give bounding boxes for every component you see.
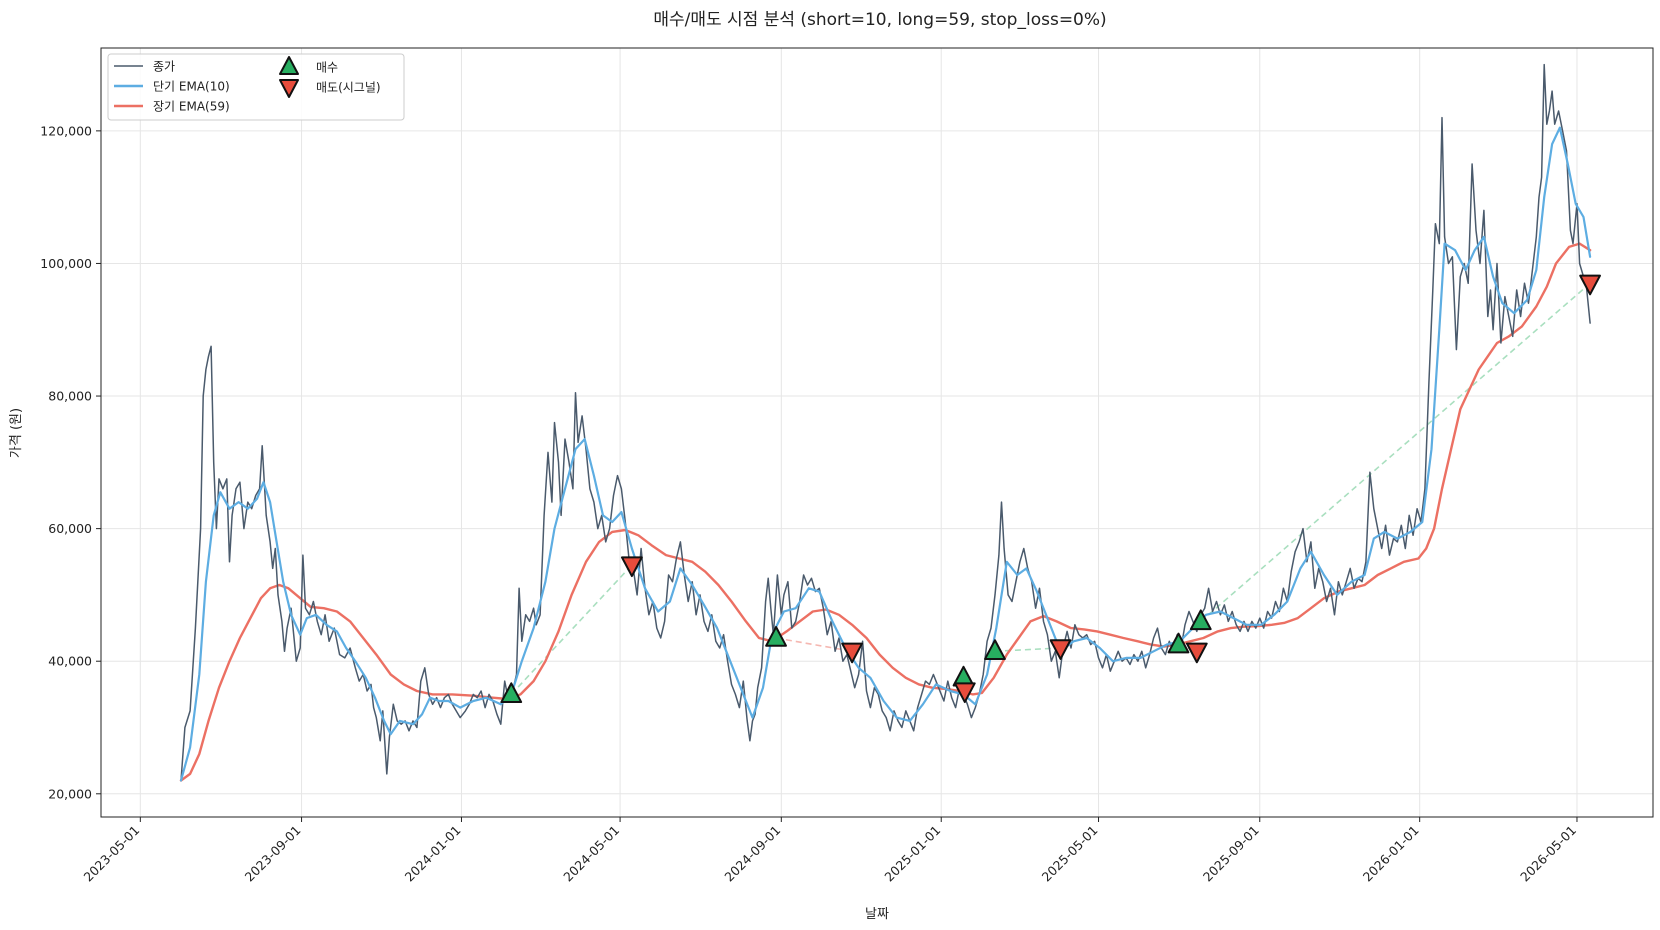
y-tick-label: 80,000 bbox=[48, 389, 92, 404]
legend-label-ema-long: 장기 EMA(59) bbox=[153, 100, 230, 114]
y-tick-label: 20,000 bbox=[48, 786, 92, 801]
y-tick-label: 120,000 bbox=[40, 123, 92, 138]
grid-layer bbox=[101, 48, 1653, 817]
sell-marker bbox=[953, 682, 976, 704]
sell-marker bbox=[1185, 642, 1208, 664]
legend-swatch-sell bbox=[279, 79, 299, 98]
sell-marker bbox=[620, 556, 643, 578]
trade-connection-line bbox=[1200, 282, 1591, 623]
chart-title: 매수/매도 시점 분석 (short=10, long=59, stop_los… bbox=[653, 10, 1106, 30]
buy-marker bbox=[1189, 609, 1212, 631]
legend-label-sell: 매도(시그널) bbox=[316, 81, 381, 95]
series-line-ema-short bbox=[179, 126, 1592, 782]
buy-marker bbox=[984, 639, 1006, 660]
sell-marker bbox=[1049, 639, 1072, 660]
y-tick-label: 100,000 bbox=[40, 256, 92, 271]
series-line-ema-long bbox=[179, 242, 1592, 782]
plot-frame bbox=[100, 47, 1654, 818]
buy-marker bbox=[1167, 632, 1190, 654]
legend-label-buy: 매수 bbox=[316, 61, 338, 75]
trade-connection-line bbox=[775, 637, 853, 653]
legend-label-close: 종가 bbox=[153, 60, 175, 74]
series-layer bbox=[179, 63, 1592, 782]
buy-marker bbox=[765, 626, 787, 647]
x-axis-label: 날짜 bbox=[865, 907, 889, 922]
legend-swatch-buy bbox=[279, 56, 299, 75]
sell-marker bbox=[1579, 274, 1601, 296]
sell-marker bbox=[841, 642, 863, 664]
legend-box bbox=[107, 53, 405, 121]
y-axis-label: 가격 (원) bbox=[9, 408, 24, 458]
y-tick-label: 60,000 bbox=[48, 521, 92, 536]
legend-label-ema-short: 단기 EMA(10) bbox=[153, 80, 230, 94]
y-tick-label: 40,000 bbox=[48, 654, 92, 669]
signal-markers-layer bbox=[500, 274, 1601, 704]
y-axis-ticks: 20,000 40,000 60,000 80,000 100,000 120,000 bbox=[40, 123, 101, 801]
buy-marker bbox=[500, 682, 523, 704]
